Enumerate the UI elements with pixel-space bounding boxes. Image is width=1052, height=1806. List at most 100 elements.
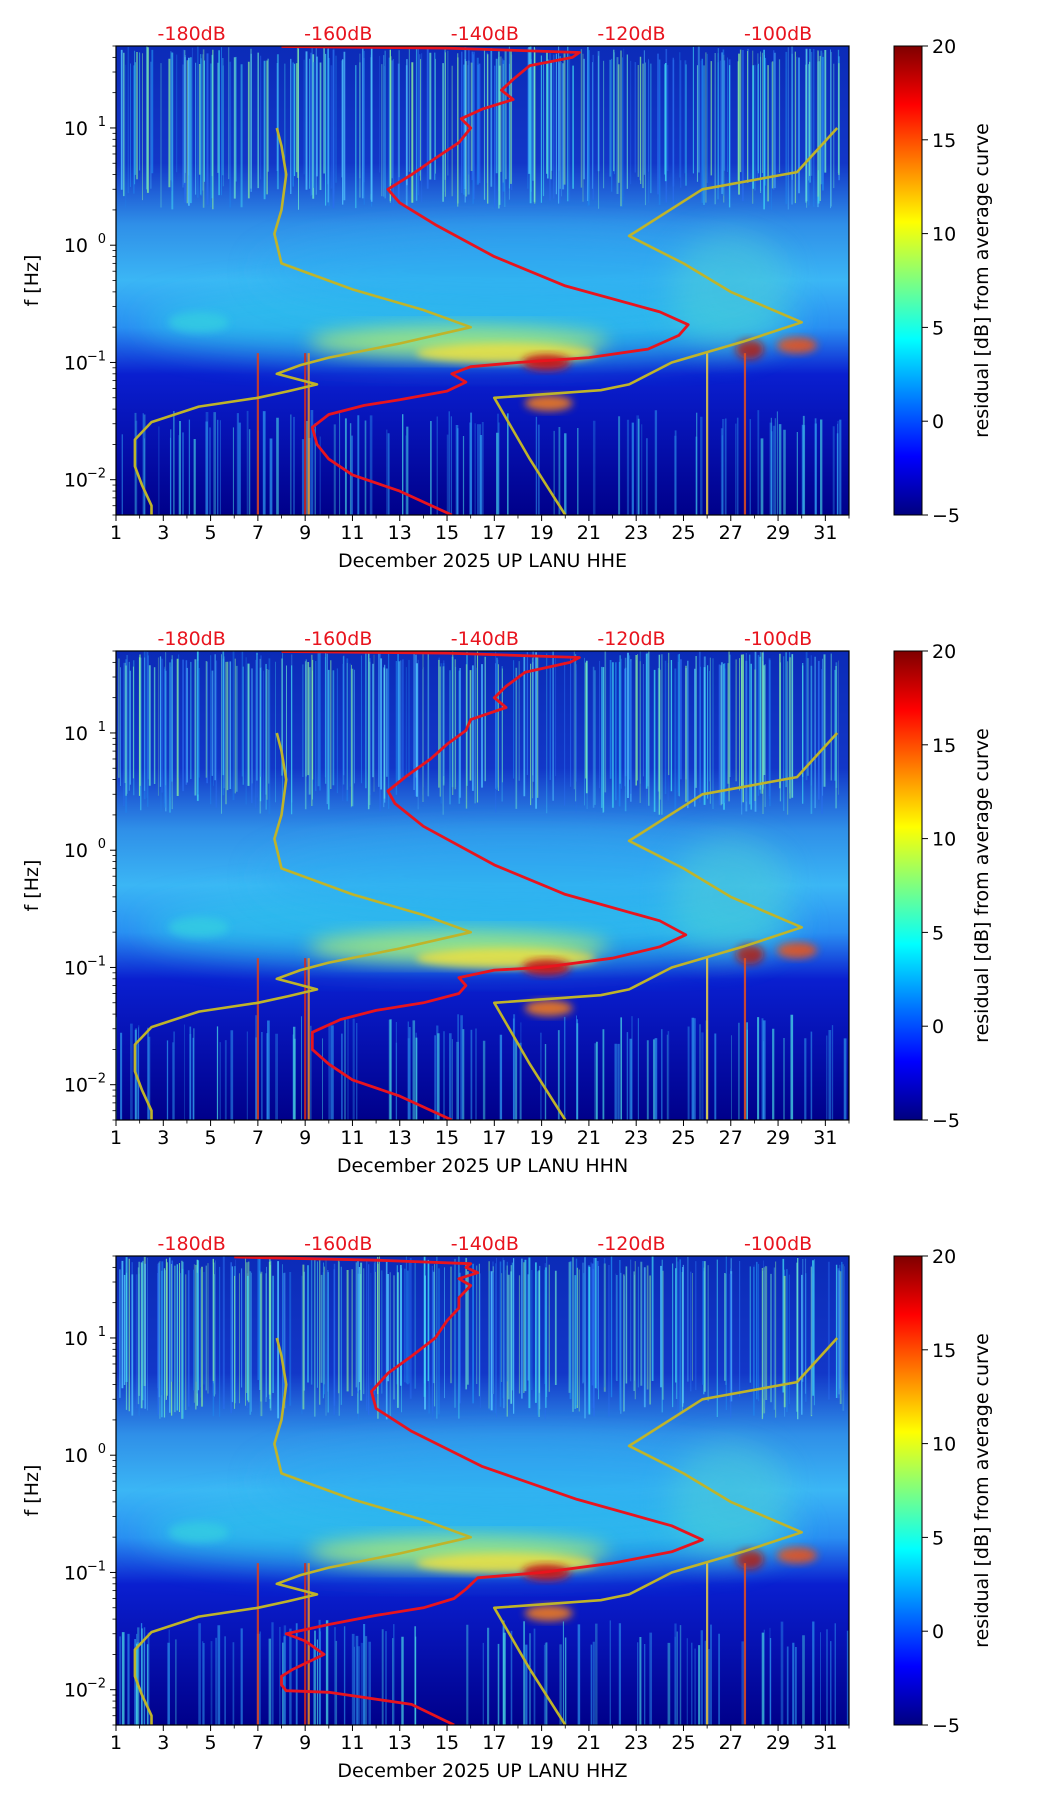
x-tick-label: 31 <box>813 1127 837 1149</box>
low-noise-model-curve <box>133 1337 473 1725</box>
colorbar-tick-label: 15 <box>932 735 956 757</box>
colorbar-label: residual [dB] from average curve <box>971 1333 993 1648</box>
microseism-haze <box>257 226 778 317</box>
colorbar-tick-label: −5 <box>932 1110 960 1132</box>
x-tick-label: 23 <box>624 1732 648 1754</box>
x-tick-label: 13 <box>388 1127 412 1149</box>
x-tick-label: 19 <box>530 1732 554 1754</box>
colorbar-tick-label: −5 <box>932 505 960 527</box>
x-tick-label: 11 <box>340 1127 364 1149</box>
db-scale-label: -100dB <box>744 628 812 650</box>
x-tick-label: 23 <box>624 522 648 544</box>
y-axis-label: f [Hz] <box>21 1465 43 1517</box>
x-tick-label: 17 <box>482 1127 506 1149</box>
colorbar-tick-label: 15 <box>932 130 956 152</box>
high-noise-model-curve <box>492 732 839 1120</box>
x-tick-label: 13 <box>388 522 412 544</box>
early-peak <box>168 1522 229 1543</box>
y-tick-exponent: −2 <box>87 467 106 482</box>
x-tick-label: 7 <box>252 522 264 544</box>
colorbar-tick-label: 20 <box>932 641 956 663</box>
y-tick-label: 10 <box>64 1328 88 1350</box>
low-noise-model-curve <box>133 732 473 1120</box>
db-scale-label: -120dB <box>597 1233 665 1255</box>
x-tick-label: 29 <box>766 1127 790 1149</box>
y-tick-label: 10 <box>64 1445 88 1467</box>
y-tick-exponent: −1 <box>87 349 106 364</box>
x-tick-label: 9 <box>299 1732 311 1754</box>
db-scale-label: -140dB <box>451 23 519 45</box>
x-tick-label: 3 <box>157 1732 169 1754</box>
db-scale-label: -160dB <box>304 628 372 650</box>
x-tick-label: 21 <box>577 1732 601 1754</box>
y-tick-label: 10 <box>64 1075 88 1097</box>
colorbar <box>893 1255 923 1726</box>
x-tick-label: 1 <box>110 1127 122 1149</box>
db-scale-label: -100dB <box>744 1233 812 1255</box>
y-axis-label: f [Hz] <box>21 860 43 912</box>
y-tick-exponent: −1 <box>87 954 106 969</box>
storm-peak-low <box>524 1000 573 1017</box>
x-tick-label: 7 <box>252 1732 264 1754</box>
y-tick-exponent: 1 <box>98 720 106 735</box>
x-axis-label: December 2025 UP LANU HHN <box>337 1155 628 1177</box>
x-tick-label: 31 <box>813 1732 837 1754</box>
x-tick-label: 3 <box>157 522 169 544</box>
colorbar-tick-label: 10 <box>932 1434 956 1456</box>
x-tick-label: 23 <box>624 1127 648 1149</box>
db-scale-label: -160dB <box>304 1233 372 1255</box>
x-tick-label: 9 <box>299 522 311 544</box>
x-tick-label: 27 <box>719 1127 743 1149</box>
x-tick-label: 15 <box>435 522 459 544</box>
colorbar <box>893 650 923 1121</box>
y-tick-exponent: 0 <box>98 1442 106 1457</box>
y-tick-exponent: 1 <box>98 1325 106 1340</box>
y-tick-label: 10 <box>64 957 88 979</box>
spectrogram-area <box>116 651 849 1120</box>
x-tick-label: 19 <box>530 1127 554 1149</box>
storm-peak-low <box>524 1605 573 1622</box>
db-scale-label: -180dB <box>158 23 226 45</box>
microseism-haze <box>257 1436 778 1527</box>
x-tick-label: 25 <box>671 1127 695 1149</box>
storm-peak-late-2 <box>776 1547 817 1564</box>
colorbar <box>893 45 923 516</box>
x-tick-label: 25 <box>671 1732 695 1754</box>
x-tick-label: 27 <box>719 1732 743 1754</box>
y-tick-label: 10 <box>64 1562 88 1584</box>
y-tick-exponent: −2 <box>87 1072 106 1087</box>
db-scale-label: -120dB <box>597 628 665 650</box>
x-tick-label: 9 <box>299 1127 311 1149</box>
colorbar-tick-label: 15 <box>932 1340 956 1362</box>
x-tick-label: 5 <box>205 522 217 544</box>
average-psd-curve <box>281 651 688 1120</box>
y-tick-label: 10 <box>64 840 88 862</box>
y-tick-label: 10 <box>64 235 88 257</box>
average-psd-curve <box>234 1256 704 1725</box>
colorbar-tick-label: 0 <box>932 1016 944 1038</box>
colorbar-tick-label: 20 <box>932 36 956 58</box>
x-tick-label: 5 <box>205 1127 217 1149</box>
y-tick-label: 10 <box>64 1680 88 1702</box>
x-tick-label: 29 <box>766 522 790 544</box>
x-tick-label: 15 <box>435 1732 459 1754</box>
y-tick-label: 10 <box>64 118 88 140</box>
db-scale-label: -160dB <box>304 23 372 45</box>
x-tick-label: 21 <box>577 522 601 544</box>
y-tick-label: 10 <box>64 352 88 374</box>
x-tick-label: 11 <box>340 1732 364 1754</box>
x-tick-label: 3 <box>157 1127 169 1149</box>
y-tick-exponent: 0 <box>98 837 106 852</box>
x-tick-label: 15 <box>435 1127 459 1149</box>
x-tick-label: 17 <box>482 522 506 544</box>
spectrogram-area <box>116 46 849 515</box>
colorbar-tick-label: −5 <box>932 1715 960 1737</box>
db-scale-label: -120dB <box>597 23 665 45</box>
colorbar-tick-label: 10 <box>932 224 956 246</box>
colorbar-tick-label: 5 <box>932 922 944 944</box>
x-tick-label: 1 <box>110 522 122 544</box>
average-psd-curve <box>281 46 690 515</box>
y-axis-label: f [Hz] <box>21 255 43 307</box>
colorbar-tick-label: 0 <box>932 411 944 433</box>
